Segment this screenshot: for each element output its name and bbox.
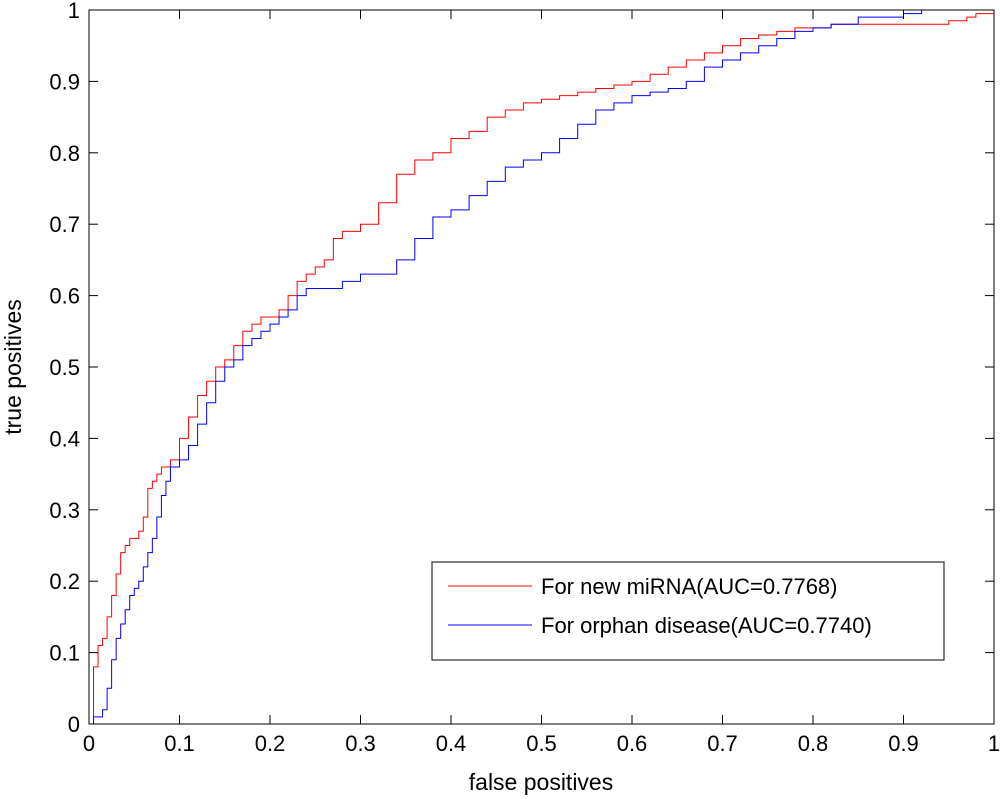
x-tick-label: 0.9 — [888, 731, 919, 756]
y-axis-label: true positives — [0, 299, 26, 435]
x-axis-label: false positives — [469, 769, 613, 795]
axis-ticks — [88, 9, 995, 725]
x-tick-label: 0.7 — [707, 731, 738, 756]
legend-box — [431, 561, 945, 661]
y-tick-label: 0.8 — [49, 141, 80, 166]
x-tick-label: 0.3 — [345, 731, 376, 756]
y-tick-label: 0.6 — [49, 284, 80, 309]
series-line-new-mirna — [89, 10, 994, 724]
x-tick-label: 0.1 — [164, 731, 195, 756]
y-tick-label: 0.5 — [49, 355, 80, 380]
legend-label-orphan-disease: For orphan disease(AUC=0.7740) — [541, 613, 872, 638]
series-layer — [89, 10, 994, 724]
y-tick-label: 0.3 — [49, 498, 80, 523]
x-tick-label: 0.8 — [798, 731, 829, 756]
x-tick-label: 0.4 — [436, 731, 467, 756]
y-tick-label: 0 — [68, 712, 80, 737]
y-tick-label: 0.7 — [49, 212, 80, 237]
y-tick-label: 1 — [68, 0, 80, 23]
x-tick-label: 0.6 — [617, 731, 648, 756]
x-tick-label: 0.2 — [255, 731, 286, 756]
x-tick-label: 0.5 — [526, 731, 557, 756]
y-tick-label: 0.2 — [49, 569, 80, 594]
series-line-orphan-disease — [89, 10, 994, 724]
y-tick-labels: 0 0.1 0.2 0.3 0.4 0.5 0.6 0.7 0.8 0.9 1 — [49, 0, 80, 737]
x-tick-labels: 0 0.1 0.2 0.3 0.4 0.5 0.6 0.7 0.8 0.9 1 — [83, 731, 1000, 756]
y-tick-label: 0.4 — [49, 426, 80, 451]
x-tick-label: 1 — [988, 731, 1000, 756]
x-tick-label: 0 — [83, 731, 95, 756]
y-tick-label: 0.1 — [49, 641, 80, 666]
legend: For new miRNA(AUC=0.7768) For orphan dis… — [431, 561, 945, 661]
legend-label-new-mirna: For new miRNA(AUC=0.7768) — [541, 574, 837, 599]
y-tick-label: 0.9 — [49, 69, 80, 94]
